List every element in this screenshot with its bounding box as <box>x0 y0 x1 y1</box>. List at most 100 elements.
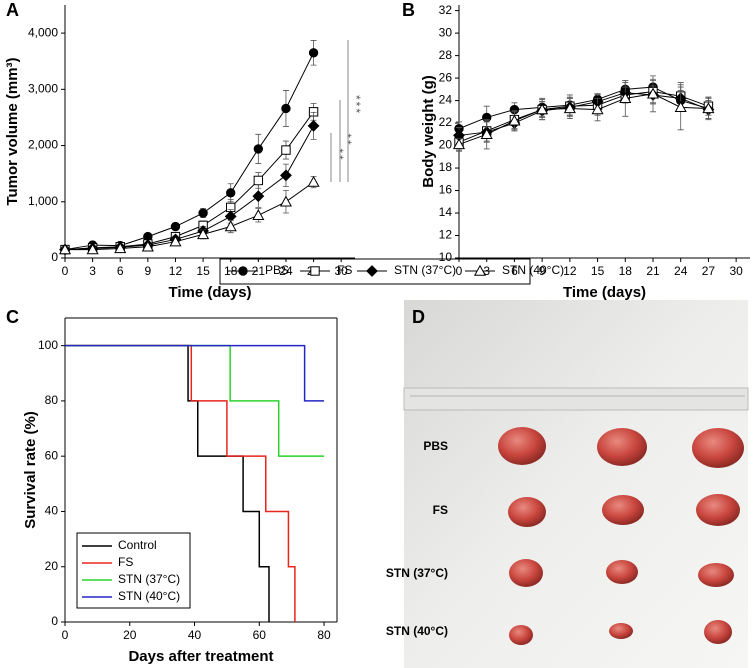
line <box>458 93 709 145</box>
x-tick-label: 60 <box>253 628 267 642</box>
line <box>458 86 709 130</box>
legend-label: STN (40°C) <box>118 589 180 603</box>
x-tick-label: 27 <box>702 264 716 278</box>
marker <box>281 103 291 114</box>
y-tick-label: 22 <box>439 115 453 129</box>
x-tick-label: 12 <box>169 264 183 278</box>
line <box>458 92 709 136</box>
x-tick-label: 40 <box>188 628 202 642</box>
y-tick-label: 20 <box>439 138 453 152</box>
marker <box>508 114 521 126</box>
marker <box>253 144 264 154</box>
marker <box>702 102 715 114</box>
panel-label: D <box>412 307 425 327</box>
x-tick-label: 0 <box>62 264 69 278</box>
marker <box>252 190 265 203</box>
marker <box>114 242 127 254</box>
x-tick-label: 6 <box>511 264 518 278</box>
marker <box>674 101 687 113</box>
y-axis-label: Body weight (g) <box>420 75 437 188</box>
marker <box>253 175 264 186</box>
y-tick-label: 4,000 <box>28 25 58 39</box>
x-tick-label: 24 <box>279 264 293 278</box>
photo-label: FS <box>433 503 448 517</box>
y-axis-label: Tumor volume (mm³) <box>4 57 21 205</box>
x-tick-label: 20 <box>123 628 137 642</box>
line <box>65 181 314 251</box>
survival-line <box>65 344 296 622</box>
x-tick-label: 0 <box>456 264 463 278</box>
y-tick-label: 20 <box>45 559 59 573</box>
panel-label: B <box>402 0 415 20</box>
marker <box>452 138 466 150</box>
y-tick-label: 0 <box>51 250 58 264</box>
photo <box>403 300 749 668</box>
marker <box>308 48 319 58</box>
legend-marker <box>366 265 378 277</box>
marker <box>563 102 576 114</box>
legend-label: STN (37°C) <box>118 572 180 586</box>
x-axis-label: Time (days) <box>168 284 251 301</box>
marker <box>619 92 632 104</box>
legend-box <box>219 258 531 285</box>
marker <box>226 188 236 198</box>
x-tick-label: 15 <box>196 264 210 278</box>
x-tick-label: 3 <box>89 264 96 278</box>
legend-marker <box>310 266 320 276</box>
y-tick-label: 2,000 <box>28 138 58 152</box>
x-tick-label: 30 <box>729 264 743 278</box>
significance-label: *** <box>349 95 363 115</box>
y-tick-label: 100 <box>38 338 58 352</box>
x-tick-label: 30 <box>335 264 349 278</box>
marker <box>480 128 493 140</box>
x-axis-label: Days after treatment <box>128 648 273 665</box>
photo-label: STN (37°C) <box>386 566 448 580</box>
marker <box>141 240 154 252</box>
y-tick-label: 1,000 <box>28 194 58 208</box>
marker <box>280 169 292 182</box>
marker <box>281 145 291 155</box>
line <box>64 125 315 251</box>
marker <box>198 208 208 218</box>
x-tick-label: 9 <box>145 264 152 278</box>
y-tick-label: 12 <box>439 228 453 242</box>
survival-line <box>65 344 325 402</box>
y-tick-label: 10 <box>439 250 453 264</box>
x-tick-label: 21 <box>646 264 660 278</box>
y-tick-label: 30 <box>439 25 453 39</box>
x-tick-label: 80 <box>317 628 331 642</box>
line <box>64 111 314 251</box>
y-tick-label: 24 <box>439 93 453 107</box>
x-tick-label: 0 <box>62 628 69 642</box>
legend-marker <box>238 266 248 276</box>
x-tick-label: 15 <box>591 264 605 278</box>
marker <box>279 195 293 207</box>
marker <box>169 235 182 247</box>
y-tick-label: 26 <box>439 70 453 84</box>
marker <box>86 243 99 255</box>
x-axis-label: Time (days) <box>563 284 646 301</box>
x-tick-label: 9 <box>539 264 546 278</box>
y-tick-label: 60 <box>45 448 59 462</box>
marker <box>197 228 210 240</box>
legend-label: FS <box>337 263 352 277</box>
y-axis-label: Survival rate (%) <box>22 411 39 529</box>
marker <box>307 175 320 187</box>
legend-label: PBS <box>265 263 289 277</box>
panel-label: A <box>6 0 19 20</box>
line <box>458 91 709 143</box>
y-tick-label: 80 <box>45 393 59 407</box>
marker <box>307 119 320 132</box>
photo-label: PBS <box>423 439 448 453</box>
y-tick-label: 0 <box>51 614 58 628</box>
significance-label: ** <box>332 148 346 161</box>
legend-label: Control <box>118 538 157 552</box>
marker <box>170 221 181 232</box>
y-tick-label: 32 <box>439 3 453 17</box>
legend-label: STN (40°C) <box>502 263 564 277</box>
legend-marker <box>473 264 487 276</box>
significance-label: ** <box>340 133 354 146</box>
marker <box>536 103 549 115</box>
y-tick-label: 40 <box>45 504 59 518</box>
